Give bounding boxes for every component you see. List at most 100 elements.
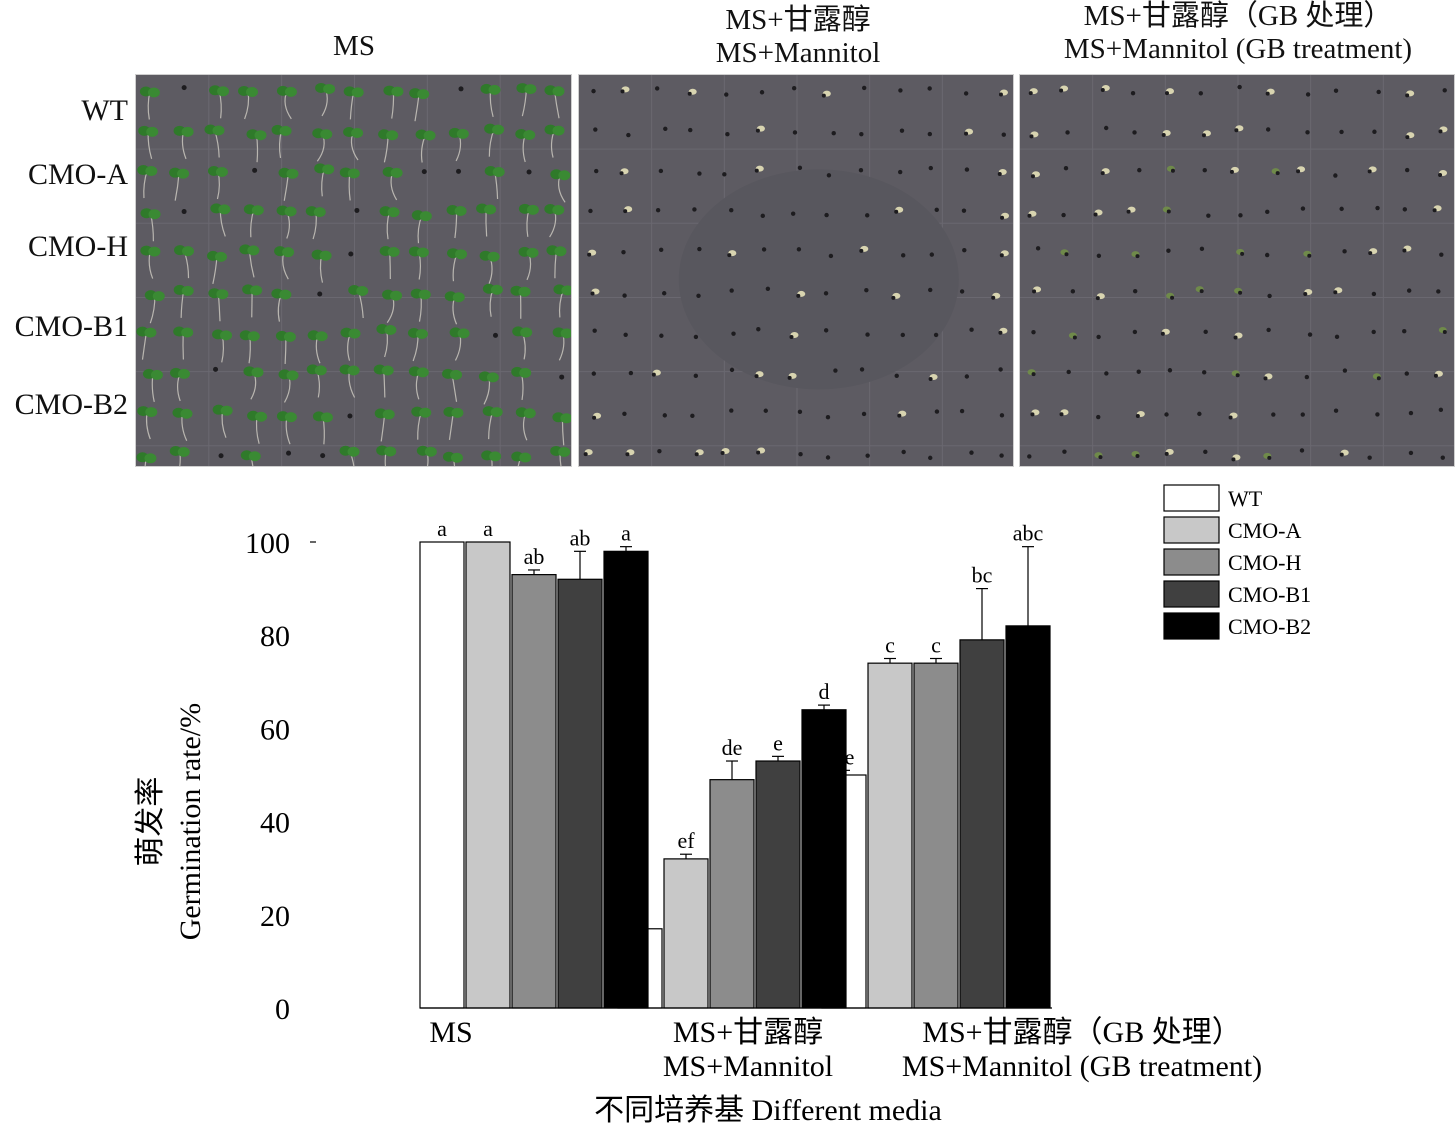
seedling-mark — [339, 364, 360, 398]
seedling-mark — [797, 165, 803, 171]
seedling-mark — [552, 327, 571, 361]
seedling-mark — [559, 374, 565, 380]
seedling-mark — [382, 289, 403, 324]
seedling-mark — [825, 455, 831, 460]
bar-cmo-b2-2 — [1005, 625, 1051, 1009]
seedling-mark — [1438, 327, 1447, 335]
y-axis-label-en: Germination rate/% — [174, 703, 207, 940]
seedling-mark — [798, 452, 803, 457]
seedling-mark — [997, 169, 1007, 177]
seedling-mark — [1093, 209, 1103, 217]
seedling-mark — [516, 83, 537, 117]
row-label-wt: WT — [81, 94, 128, 127]
seedling-mark — [286, 450, 292, 456]
seedling-mark — [444, 291, 465, 325]
seedling-mark — [1372, 373, 1381, 381]
seedling-mark — [999, 453, 1004, 458]
plate-photo-ms — [135, 74, 572, 467]
seedling-mark — [136, 326, 157, 360]
seedling-mark — [763, 408, 768, 413]
seedling-mark — [1263, 373, 1273, 381]
seedling-mark — [1404, 167, 1410, 173]
seedling-mark — [512, 326, 533, 360]
seedling-mark — [900, 332, 906, 338]
seedling-mark — [1068, 332, 1077, 340]
panel-title-ms: MS — [136, 30, 572, 63]
seedling-mark — [1333, 88, 1339, 93]
seedling-mark — [1406, 288, 1412, 293]
seedling-mark — [1166, 248, 1171, 253]
seedling-mark — [314, 163, 335, 197]
x-category-label-zh: MS+甘露醇（GB 处理） — [922, 1016, 1241, 1049]
seedling-mark — [789, 332, 799, 340]
seedling-mark — [415, 129, 436, 163]
seedling-mark — [276, 85, 297, 120]
seedling-mark — [1203, 329, 1208, 335]
seedling-mark — [169, 167, 190, 201]
y-tick-label: 40 — [260, 807, 290, 840]
seedling-mark — [382, 166, 403, 201]
seedling-mark — [213, 366, 219, 372]
seedling-mark — [1137, 167, 1142, 173]
seedling-mark — [552, 412, 571, 446]
seedling-mark — [274, 246, 295, 280]
seedling-mark — [443, 406, 464, 440]
seedling-mark — [796, 247, 802, 252]
seedling-mark — [458, 86, 464, 92]
seedling-mark — [658, 168, 664, 174]
legend-label: CMO-H — [1228, 550, 1301, 575]
seedling-mark — [518, 246, 539, 281]
seedling-mark — [1096, 334, 1101, 340]
legend-swatch — [1163, 580, 1220, 608]
seedling-mark — [628, 370, 634, 376]
seedling-mark — [246, 129, 267, 163]
seedling-mark — [305, 206, 326, 240]
seedling-mark — [1070, 289, 1076, 294]
seedling-mark — [379, 206, 400, 240]
panel-title-en: MS — [333, 30, 375, 62]
seedling-mark — [1130, 90, 1136, 96]
seedling-mark — [312, 411, 333, 445]
seedling-mark — [765, 286, 771, 291]
seedling-mark — [690, 413, 695, 419]
seedling-mark — [1059, 409, 1069, 417]
seedling-mark — [204, 124, 225, 158]
seedling-mark — [962, 247, 967, 253]
seedling-mark — [373, 364, 394, 398]
seedling-mark — [1166, 165, 1175, 173]
seedling-mark — [731, 331, 736, 336]
seedling-mark — [212, 404, 233, 438]
seedling-mark — [1135, 411, 1145, 419]
seedling-mark — [1061, 212, 1066, 218]
seedling-mark — [348, 285, 369, 319]
seedling-mark — [998, 367, 1003, 372]
seedling-mark — [243, 366, 264, 400]
seedling-mark — [1236, 248, 1245, 256]
seedling-mark — [625, 449, 635, 457]
seedling-mark — [1264, 252, 1270, 258]
seedling-mark — [172, 407, 193, 442]
seedling-mark — [1265, 88, 1275, 96]
seedling-mark — [759, 90, 765, 95]
seedling-mark — [142, 368, 163, 403]
seedling-mark — [622, 293, 627, 298]
seedling-mark — [1333, 173, 1338, 178]
seedling-mark — [480, 83, 501, 118]
seedling-mark — [658, 247, 664, 253]
bar-cmo-b2-0 — [603, 550, 649, 1009]
seedling-mark — [247, 410, 268, 444]
seedling-mark — [411, 210, 432, 244]
seedling-mark — [831, 131, 836, 136]
seedling-mark — [1436, 289, 1441, 294]
seedling-mark — [1342, 249, 1347, 254]
legend-label: CMO-B2 — [1228, 614, 1311, 639]
legend-swatch — [1163, 548, 1220, 576]
seedling-mark — [1095, 293, 1105, 301]
seedling-mark — [173, 326, 194, 360]
bar-cmo-h-2 — [913, 662, 959, 1009]
seedling-mark — [865, 453, 870, 458]
seedling-mark — [1234, 287, 1243, 295]
seedling-mark — [1131, 451, 1140, 459]
seedling-mark — [897, 169, 903, 175]
seedling-mark — [312, 128, 333, 162]
